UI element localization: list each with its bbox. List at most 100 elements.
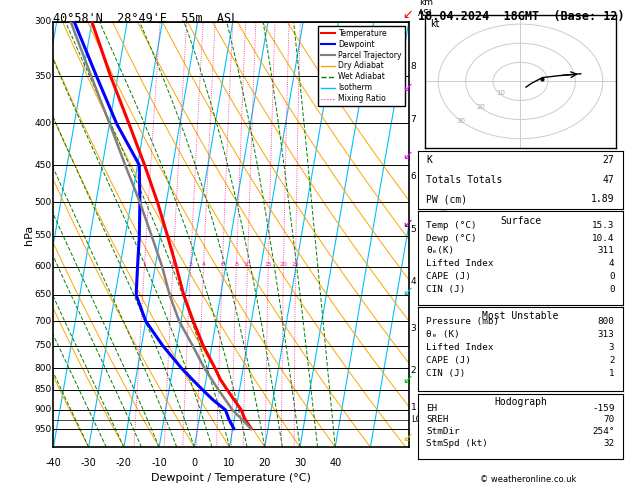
Text: 6: 6 bbox=[221, 261, 225, 267]
Text: 600: 600 bbox=[35, 262, 52, 271]
Text: CIN (J): CIN (J) bbox=[426, 285, 466, 294]
Text: Dewp (°C): Dewp (°C) bbox=[426, 234, 477, 243]
Text: km
ASL: km ASL bbox=[418, 0, 435, 17]
Text: 8: 8 bbox=[235, 261, 238, 267]
Text: 27: 27 bbox=[603, 156, 615, 165]
Text: 40°58'N  28°49'E  55m  ASL: 40°58'N 28°49'E 55m ASL bbox=[53, 12, 239, 25]
Text: kt: kt bbox=[430, 18, 440, 29]
Text: StmSpd (kt): StmSpd (kt) bbox=[426, 439, 488, 448]
Text: 5: 5 bbox=[411, 225, 416, 234]
Text: 2: 2 bbox=[411, 366, 416, 375]
Text: 32: 32 bbox=[603, 439, 615, 448]
Text: hPa: hPa bbox=[24, 225, 33, 244]
Text: 550: 550 bbox=[35, 231, 52, 241]
Text: 20: 20 bbox=[477, 104, 486, 110]
Text: -20: -20 bbox=[116, 458, 132, 468]
Text: SREH: SREH bbox=[426, 416, 449, 424]
Text: CAPE (J): CAPE (J) bbox=[426, 356, 472, 365]
Text: StmDir: StmDir bbox=[426, 427, 460, 436]
Text: $\swarrow$: $\swarrow$ bbox=[399, 8, 413, 21]
Text: $\swarrow$: $\swarrow$ bbox=[399, 373, 413, 385]
Text: -10: -10 bbox=[151, 458, 167, 468]
Text: 40: 40 bbox=[329, 458, 342, 468]
Text: Totals Totals: Totals Totals bbox=[426, 175, 503, 185]
Text: 20: 20 bbox=[259, 458, 271, 468]
Text: 15.3: 15.3 bbox=[592, 221, 615, 230]
Text: 4: 4 bbox=[201, 261, 206, 267]
Text: 650: 650 bbox=[35, 291, 52, 299]
Text: 254°: 254° bbox=[592, 427, 615, 436]
Text: -159: -159 bbox=[592, 403, 615, 413]
Legend: Temperature, Dewpoint, Parcel Trajectory, Dry Adiabat, Wet Adiabat, Isotherm, Mi: Temperature, Dewpoint, Parcel Trajectory… bbox=[318, 26, 405, 106]
Text: $\swarrow$: $\swarrow$ bbox=[399, 285, 413, 298]
Text: 950: 950 bbox=[35, 424, 52, 434]
Text: 750: 750 bbox=[35, 341, 52, 350]
Text: 900: 900 bbox=[35, 405, 52, 415]
Text: θₑ (K): θₑ (K) bbox=[426, 330, 460, 339]
Text: 850: 850 bbox=[35, 385, 52, 394]
Text: 15: 15 bbox=[264, 261, 272, 267]
Text: Most Unstable: Most Unstable bbox=[482, 312, 559, 321]
Text: 800: 800 bbox=[35, 364, 52, 373]
Text: 500: 500 bbox=[35, 198, 52, 207]
Text: CIN (J): CIN (J) bbox=[426, 369, 466, 379]
Text: 10: 10 bbox=[243, 261, 252, 267]
Text: PW (cm): PW (cm) bbox=[426, 194, 467, 204]
Text: 300: 300 bbox=[35, 17, 52, 26]
Text: θₑ(K): θₑ(K) bbox=[426, 246, 455, 256]
Text: 3: 3 bbox=[189, 261, 192, 267]
Text: 0: 0 bbox=[191, 458, 198, 468]
Text: 3: 3 bbox=[411, 324, 416, 333]
Text: 2: 2 bbox=[171, 261, 175, 267]
Text: 2: 2 bbox=[609, 356, 615, 365]
Text: -40: -40 bbox=[45, 458, 62, 468]
Text: Mixing Ratio (g/kg): Mixing Ratio (g/kg) bbox=[440, 191, 449, 278]
Text: 3: 3 bbox=[609, 343, 615, 352]
Text: Lifted Index: Lifted Index bbox=[426, 343, 494, 352]
Text: LCL: LCL bbox=[411, 415, 426, 424]
Text: 0: 0 bbox=[609, 272, 615, 281]
Text: CAPE (J): CAPE (J) bbox=[426, 272, 472, 281]
Text: 4: 4 bbox=[411, 277, 416, 286]
Text: $\swarrow$: $\swarrow$ bbox=[399, 217, 413, 230]
Text: 18.04.2024  18GMT  (Base: 12): 18.04.2024 18GMT (Base: 12) bbox=[418, 10, 625, 23]
Text: 8: 8 bbox=[411, 62, 416, 70]
Text: -30: -30 bbox=[81, 458, 97, 468]
Text: 20: 20 bbox=[279, 261, 287, 267]
Text: $\swarrow$: $\swarrow$ bbox=[399, 431, 413, 444]
Text: K: K bbox=[426, 156, 432, 165]
Text: 70: 70 bbox=[603, 416, 615, 424]
Text: 0: 0 bbox=[609, 285, 615, 294]
Text: EH: EH bbox=[426, 403, 438, 413]
Text: Hodograph: Hodograph bbox=[494, 397, 547, 407]
Text: 400: 400 bbox=[35, 119, 52, 128]
Text: 30: 30 bbox=[294, 458, 306, 468]
Text: Dewpoint / Temperature (°C): Dewpoint / Temperature (°C) bbox=[151, 472, 311, 483]
Text: 47: 47 bbox=[603, 175, 615, 185]
Text: 10: 10 bbox=[496, 90, 505, 96]
Text: 313: 313 bbox=[598, 330, 615, 339]
Text: © weatheronline.co.uk: © weatheronline.co.uk bbox=[480, 474, 577, 484]
Text: 6: 6 bbox=[411, 172, 416, 181]
Text: 800: 800 bbox=[598, 317, 615, 326]
Text: 4: 4 bbox=[609, 259, 615, 268]
Text: 311: 311 bbox=[598, 246, 615, 256]
Text: Temp (°C): Temp (°C) bbox=[426, 221, 477, 230]
Text: 450: 450 bbox=[35, 160, 52, 170]
Text: Pressure (mb): Pressure (mb) bbox=[426, 317, 499, 326]
Text: 1.89: 1.89 bbox=[591, 194, 615, 204]
Text: Surface: Surface bbox=[500, 216, 541, 226]
Text: 350: 350 bbox=[35, 72, 52, 81]
Text: 25: 25 bbox=[292, 261, 299, 267]
Text: 1: 1 bbox=[411, 403, 416, 413]
Text: 1: 1 bbox=[609, 369, 615, 379]
Text: $\swarrow$: $\swarrow$ bbox=[399, 149, 413, 162]
Text: 700: 700 bbox=[35, 317, 52, 326]
Text: 10: 10 bbox=[223, 458, 236, 468]
Text: 7: 7 bbox=[411, 115, 416, 123]
Text: 1: 1 bbox=[142, 261, 147, 267]
Text: 30: 30 bbox=[457, 118, 466, 123]
Text: 10.4: 10.4 bbox=[592, 234, 615, 243]
Text: Lifted Index: Lifted Index bbox=[426, 259, 494, 268]
Text: $\swarrow$: $\swarrow$ bbox=[399, 81, 413, 94]
